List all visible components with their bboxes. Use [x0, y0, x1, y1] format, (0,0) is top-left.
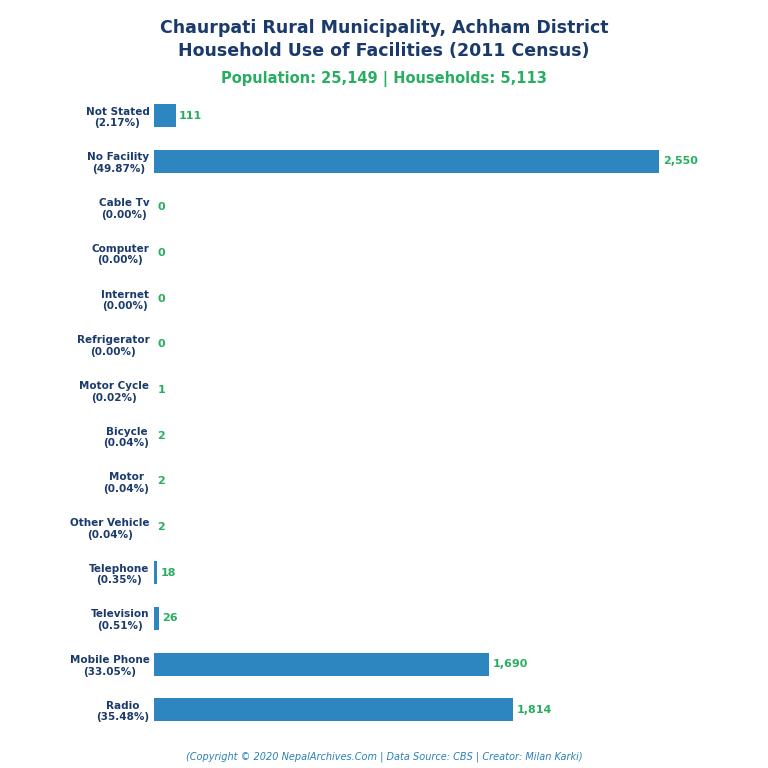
Text: 1,814: 1,814 [517, 705, 552, 715]
Text: 26: 26 [162, 614, 178, 624]
Text: 18: 18 [161, 568, 176, 578]
Text: Population: 25,149 | Households: 5,113: Population: 25,149 | Households: 5,113 [221, 71, 547, 87]
Bar [154, 653, 488, 676]
Text: 1,690: 1,690 [492, 659, 528, 669]
Text: 111: 111 [179, 111, 203, 121]
Bar [154, 561, 157, 584]
Bar [154, 150, 659, 173]
Text: 0: 0 [157, 248, 165, 258]
Text: (Copyright © 2020 NepalArchives.Com | Data Source: CBS | Creator: Milan Karki): (Copyright © 2020 NepalArchives.Com | Da… [186, 751, 582, 762]
Text: 2: 2 [157, 522, 165, 532]
Text: 0: 0 [157, 339, 165, 349]
Text: 0: 0 [157, 202, 165, 212]
Bar [154, 698, 513, 721]
Bar [154, 607, 159, 630]
Text: 0: 0 [157, 293, 165, 303]
Text: 2,550: 2,550 [663, 157, 697, 167]
Text: 1: 1 [157, 385, 165, 395]
Text: 2: 2 [157, 476, 165, 486]
Text: Household Use of Facilities (2011 Census): Household Use of Facilities (2011 Census… [178, 42, 590, 60]
Bar [154, 104, 176, 127]
Text: Chaurpati Rural Municipality, Achham District: Chaurpati Rural Municipality, Achham Dis… [160, 19, 608, 37]
Text: 2: 2 [157, 431, 165, 441]
